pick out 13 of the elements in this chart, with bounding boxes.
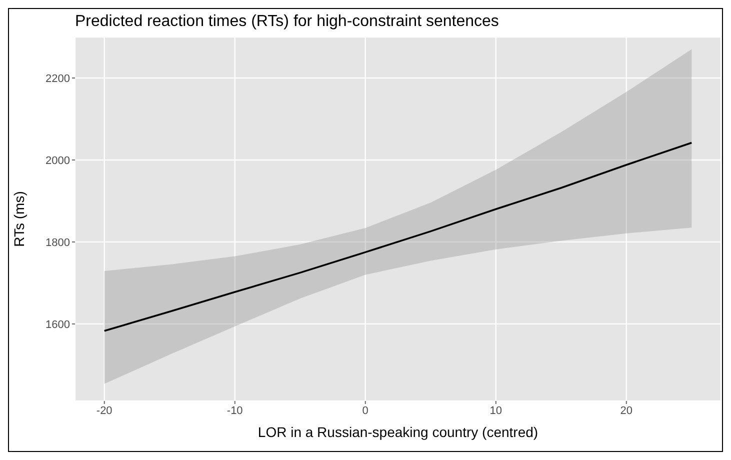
y-tick-label: 2000 [46,154,70,167]
y-axis-title: RTs (ms) [10,191,27,247]
y-tick-label: 2200 [46,72,70,85]
y-tick-label: 1600 [46,318,70,331]
line-series [103,142,693,332]
x-tick-label: -20 [96,404,112,417]
y-tick-label: 1800 [46,236,70,249]
x-axis-title: LOR in a Russian-speaking country (centred) [258,424,538,440]
x-tick-label: 0 [362,404,368,417]
x-tick-label: 20 [620,404,633,417]
chart-title: Predicted reaction times (RTs) for high-constraint sentences [75,13,499,31]
x-tick-label: 10 [490,404,502,417]
x-tick-label: -10 [226,404,243,417]
